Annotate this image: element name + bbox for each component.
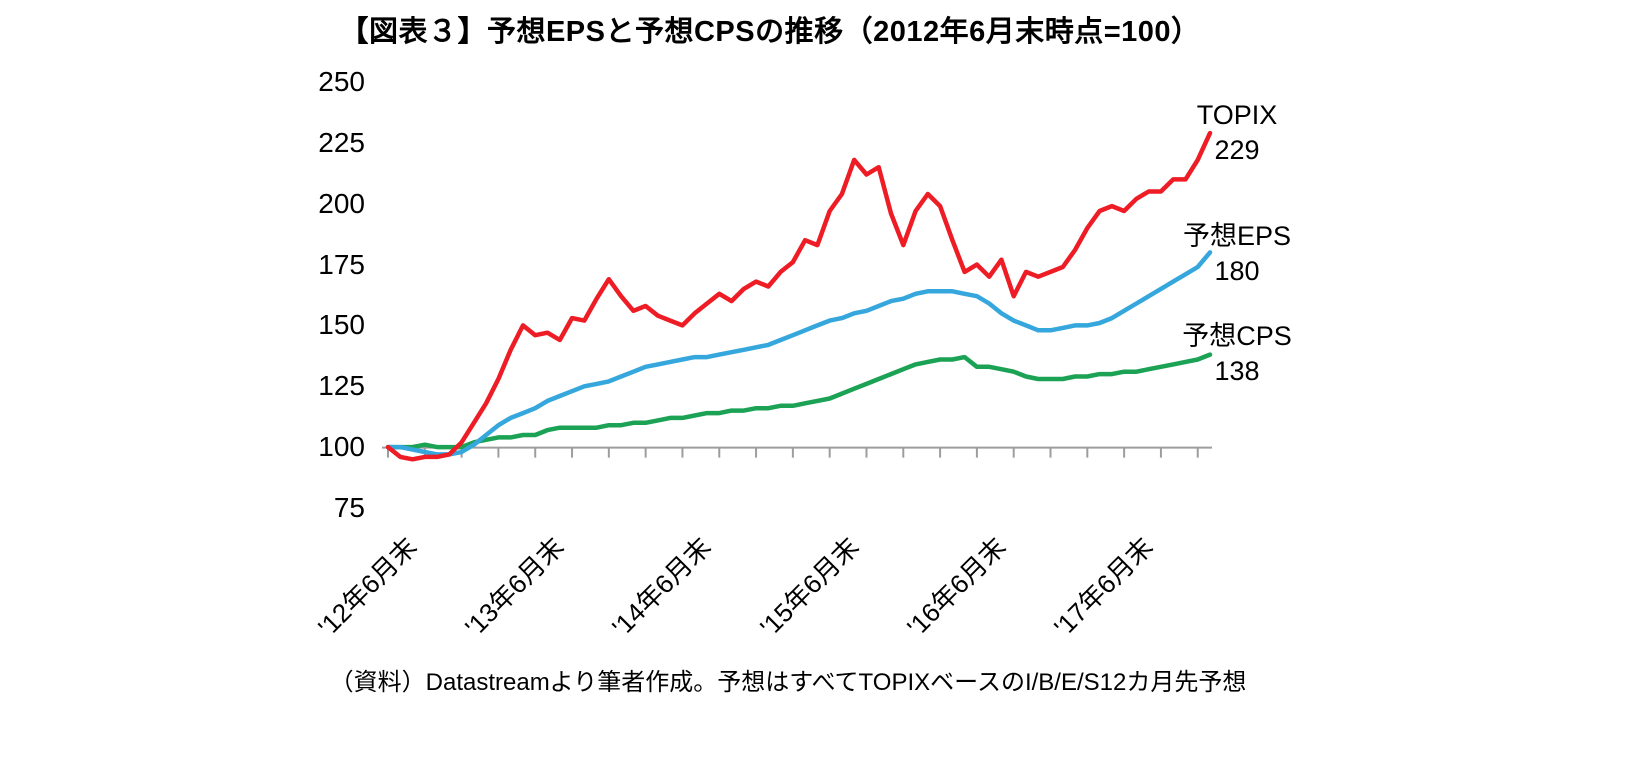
series-line-予想EPS bbox=[385, 250, 1213, 457]
y-tick-label: 225 bbox=[318, 126, 365, 158]
y-tick-label: 200 bbox=[318, 187, 365, 219]
series-name-topix: TOPIX bbox=[1196, 100, 1278, 130]
series-name-eps: 予想EPS bbox=[1182, 221, 1292, 251]
series-end-value-topix: 229 bbox=[1214, 135, 1260, 165]
series-end-value-eps: 180 bbox=[1214, 256, 1260, 286]
chart-title: 【図表３】予想EPSと予想CPSの推移（2012年6月末時点=100） bbox=[339, 16, 1201, 48]
y-tick-label: 125 bbox=[318, 370, 365, 402]
series-line-予想CPS bbox=[385, 352, 1213, 450]
series-label-cps: 予想CPS 138 bbox=[1172, 319, 1302, 389]
y-tick-label: 100 bbox=[318, 431, 365, 463]
series-line-TOPIX bbox=[385, 130, 1213, 462]
series-label-topix: TOPIX 229 bbox=[1172, 98, 1302, 168]
y-tick-label: 175 bbox=[318, 248, 365, 280]
y-tick-label: 150 bbox=[318, 309, 365, 341]
y-tick-label: 250 bbox=[318, 66, 365, 97]
series-end-value-cps: 138 bbox=[1214, 356, 1260, 386]
series-label-eps: 予想EPS 180 bbox=[1172, 219, 1302, 289]
source-note: （資料）Datastreamより筆者作成。予想はすべてTOPIXベースのI/B/… bbox=[329, 669, 1247, 696]
series-name-cps: 予想CPS bbox=[1182, 321, 1292, 351]
y-tick-label: 75 bbox=[333, 492, 365, 523]
